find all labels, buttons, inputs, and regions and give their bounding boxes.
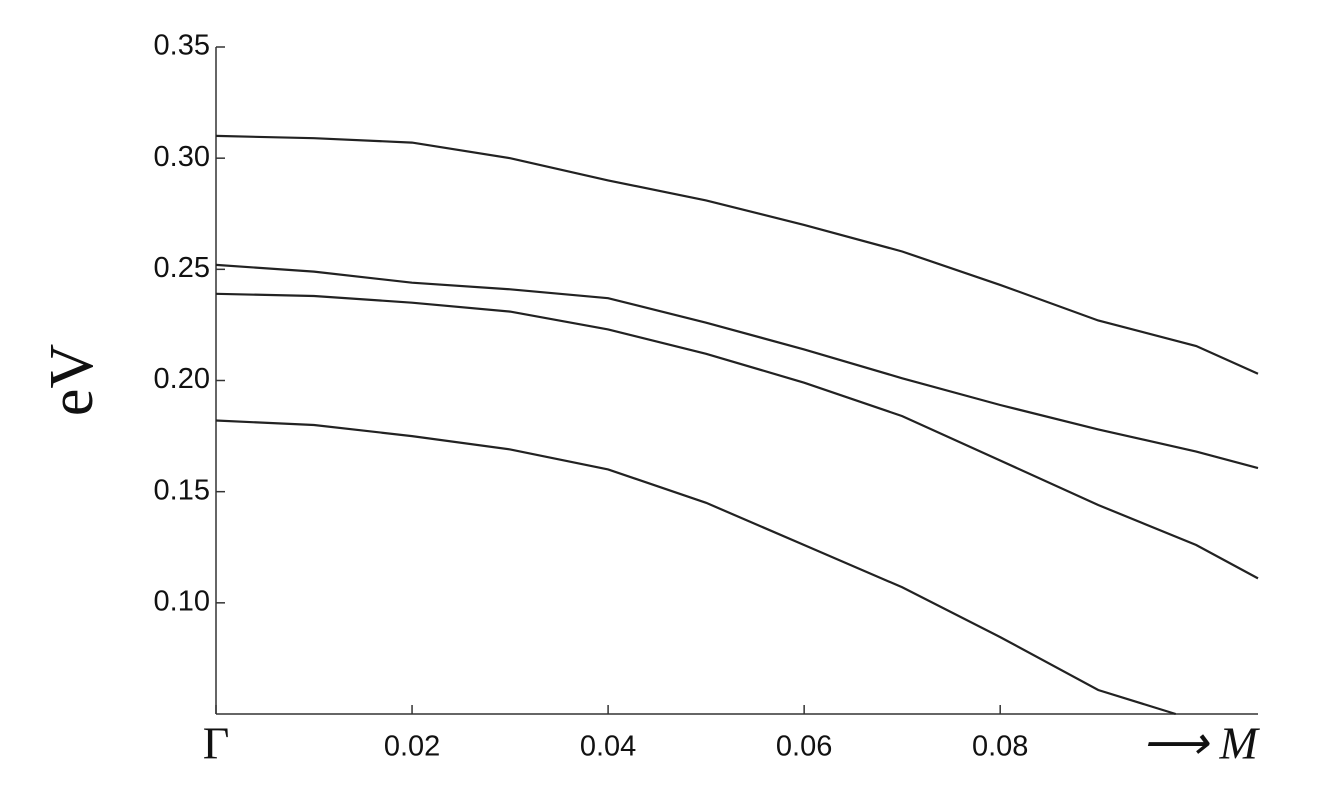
x-tick-label: 0.04 — [580, 731, 636, 763]
y-tick-label: 0.10 — [154, 585, 210, 617]
curve — [215, 292, 1259, 580]
curve — [215, 263, 1259, 470]
y-tick-label: 0.25 — [154, 252, 210, 284]
y-tick-label: 0.15 — [154, 474, 210, 506]
x-tick-label: 0.08 — [972, 731, 1028, 763]
x-tick-label: Γ — [203, 718, 230, 769]
curve — [215, 134, 1259, 375]
y-tick-label: 0.30 — [154, 141, 210, 173]
y-tick-label: 0.35 — [154, 30, 210, 62]
curve — [215, 419, 1177, 716]
x-tick-label: 0.02 — [384, 731, 440, 763]
y-axis-label: eV — [38, 344, 106, 417]
y-tick-label: 0.20 — [154, 363, 210, 395]
x-tick-label: 0.06 — [776, 731, 832, 763]
x-axis-label: ⟶ M — [1142, 718, 1260, 769]
